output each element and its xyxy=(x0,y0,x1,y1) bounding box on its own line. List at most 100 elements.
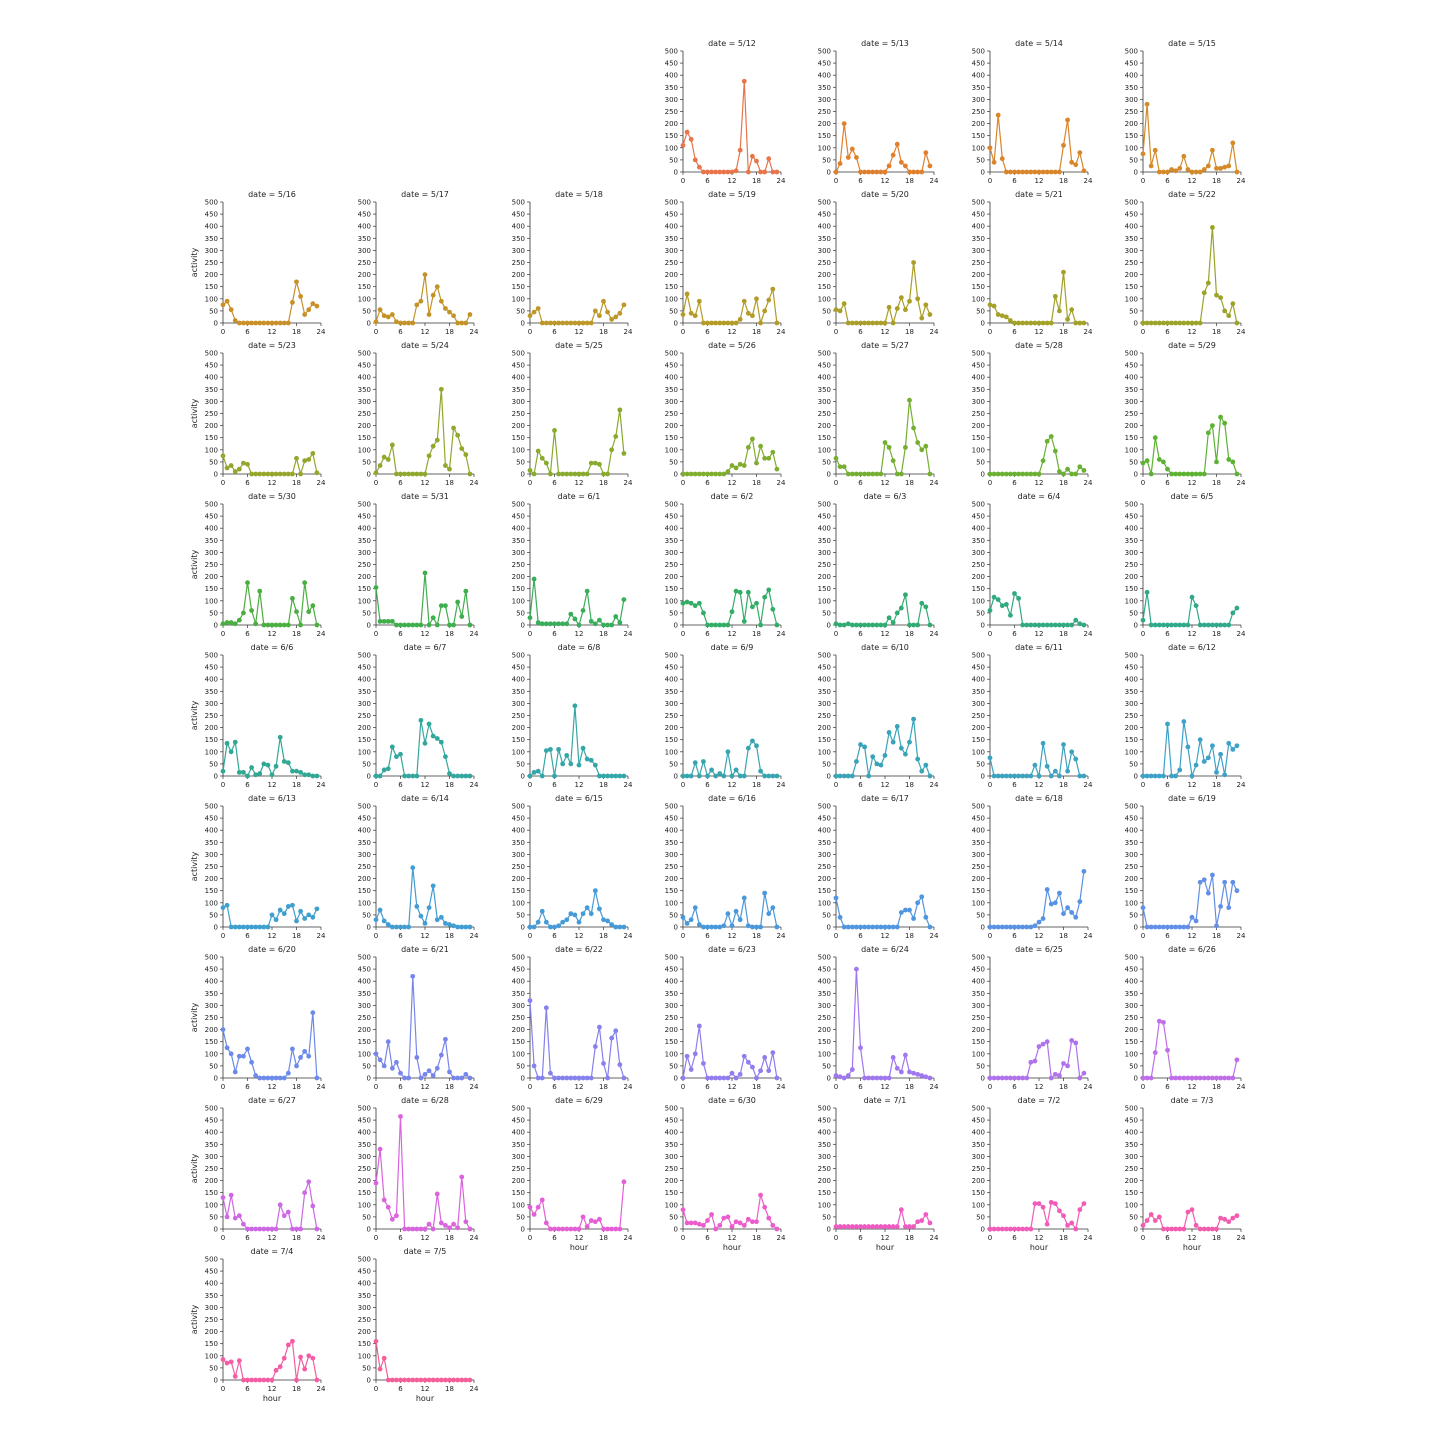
facet-title: date = 7/2 xyxy=(1018,1096,1061,1105)
data-point xyxy=(314,906,320,912)
data-point xyxy=(269,1377,275,1383)
data-point xyxy=(741,773,747,779)
data-point xyxy=(758,1192,763,1198)
y-tick-label: 200 xyxy=(512,1026,525,1034)
data-point xyxy=(422,1071,428,1077)
data-point xyxy=(1144,320,1150,326)
data-point xyxy=(1189,914,1195,920)
data-point xyxy=(455,599,461,605)
data-point xyxy=(588,320,594,326)
y-tick-label: 350 xyxy=(205,688,218,696)
y-tick-label: 400 xyxy=(358,1129,371,1137)
x-tick-label: 0 xyxy=(1141,177,1145,185)
y-tick-label: 150 xyxy=(358,434,371,442)
data-point xyxy=(1193,918,1199,924)
y-tick-label: 150 xyxy=(972,585,985,593)
data-point xyxy=(285,1209,291,1215)
y-tick-label: 100 xyxy=(665,446,678,454)
series-line xyxy=(682,892,778,928)
data-point xyxy=(919,768,925,774)
data-point xyxy=(564,1226,570,1232)
y-tick-label: 350 xyxy=(972,537,985,545)
y-tick-label: 50 xyxy=(516,458,525,466)
y-tick-label: 50 xyxy=(209,1364,218,1372)
data-point xyxy=(302,580,308,586)
data-point xyxy=(580,471,586,477)
data-point xyxy=(430,733,436,739)
data-point xyxy=(1156,457,1162,462)
data-point xyxy=(991,471,997,477)
x-tick-label: 12 xyxy=(1188,932,1197,940)
x-tick-label: 12 xyxy=(575,1234,584,1242)
data-point xyxy=(1177,320,1183,326)
x-tick-label: 0 xyxy=(528,630,532,638)
facet-panel: date = 5/1505010015020025030035040045050… xyxy=(1125,39,1246,185)
x-tick-label: 0 xyxy=(988,479,992,487)
y-tick-label: 150 xyxy=(512,1189,525,1197)
x-tick-label: 0 xyxy=(988,177,992,185)
x-tick-label: 12 xyxy=(1035,781,1044,789)
facet-title: date = 5/15 xyxy=(1168,39,1216,48)
data-point xyxy=(680,600,686,606)
data-point xyxy=(564,1075,570,1081)
y-tick-label: 400 xyxy=(205,374,218,382)
y-tick-label: 400 xyxy=(512,374,525,382)
data-point xyxy=(1140,460,1146,466)
x-tick-label: 0 xyxy=(221,1234,225,1242)
data-point xyxy=(373,585,379,590)
x-tick-label: 24 xyxy=(317,1385,326,1393)
x-tick-label: 24 xyxy=(777,1234,786,1242)
facet-title: date = 5/16 xyxy=(248,190,296,199)
y-tick-label: 350 xyxy=(818,1141,831,1149)
data-point xyxy=(1185,622,1191,628)
y-tick-label: 100 xyxy=(1125,748,1138,756)
x-tick-label: 0 xyxy=(374,479,378,487)
facet-panel: date = 6/1805010015020025030035040045050… xyxy=(972,794,1093,940)
data-point xyxy=(467,471,473,477)
data-point xyxy=(576,320,582,326)
data-point xyxy=(381,313,387,319)
x-tick-label: 0 xyxy=(528,328,532,336)
data-point xyxy=(389,1377,395,1383)
data-point xyxy=(236,924,242,930)
y-tick-label: 250 xyxy=(972,712,985,720)
y-axis-label: activity xyxy=(190,1002,199,1032)
y-tick-label: 200 xyxy=(512,724,525,732)
y-tick-label: 400 xyxy=(358,978,371,986)
y-tick-label: 250 xyxy=(205,259,218,267)
data-point xyxy=(418,717,424,723)
y-tick-label: 250 xyxy=(818,410,831,418)
data-point xyxy=(265,1226,271,1232)
data-point xyxy=(285,1070,291,1076)
data-point xyxy=(1230,610,1236,616)
data-point xyxy=(849,471,855,477)
y-tick-label: 300 xyxy=(358,851,371,859)
facet-panel: date = 5/2905010015020025030035040045050… xyxy=(1125,341,1246,487)
data-point xyxy=(556,471,561,477)
x-tick-label: 12 xyxy=(421,630,430,638)
facet-panel: date = 6/8050100150200250300350400450500… xyxy=(512,643,633,789)
x-tick-label: 6 xyxy=(398,1083,403,1091)
y-tick-label: 200 xyxy=(205,573,218,581)
data-point xyxy=(1024,1226,1030,1232)
data-point xyxy=(886,163,892,169)
data-point xyxy=(1234,1057,1240,1063)
y-tick-label: 200 xyxy=(665,422,678,430)
y-tick-label: 400 xyxy=(512,223,525,231)
series-line xyxy=(375,572,471,628)
y-tick-label: 500 xyxy=(972,803,985,811)
y-tick-label: 350 xyxy=(665,84,678,92)
data-point xyxy=(273,1075,279,1081)
data-point xyxy=(741,618,747,624)
data-point xyxy=(451,1221,456,1227)
data-point xyxy=(692,760,698,766)
data-point xyxy=(584,1224,590,1229)
data-point xyxy=(1222,879,1228,885)
data-point xyxy=(455,432,461,438)
data-point xyxy=(1222,622,1228,628)
y-tick-label: 350 xyxy=(512,688,525,696)
y-tick-label: 450 xyxy=(358,664,371,672)
data-point xyxy=(754,158,759,164)
y-tick-label: 200 xyxy=(205,1328,218,1336)
facet-title: date = 6/22 xyxy=(555,945,603,954)
